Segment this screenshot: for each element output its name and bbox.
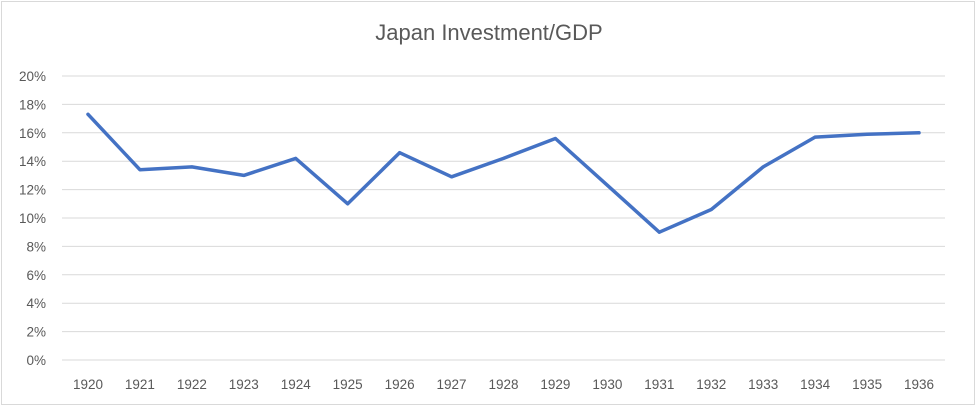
data-point: [86, 112, 90, 116]
y-tick-label: 16%: [19, 126, 46, 141]
y-tick-label: 20%: [19, 69, 46, 84]
chart-title: Japan Investment/GDP: [375, 20, 603, 45]
y-tick-label: 2%: [26, 325, 46, 340]
x-tick-label: 1934: [800, 377, 831, 392]
y-tick-label: 12%: [19, 183, 46, 198]
y-tick-label: 0%: [26, 353, 46, 368]
x-tick-label: 1931: [644, 377, 674, 392]
x-tick-label: 1922: [177, 377, 207, 392]
x-tick-label: 1926: [385, 377, 415, 392]
data-point: [138, 168, 142, 172]
data-point: [294, 156, 298, 160]
data-point: [553, 136, 557, 140]
y-tick-label: 6%: [26, 268, 46, 283]
x-tick-label: 1927: [437, 377, 467, 392]
x-tick-label: 1921: [125, 377, 155, 392]
data-point: [865, 132, 869, 136]
data-point: [605, 183, 609, 187]
y-tick-label: 4%: [26, 296, 46, 311]
data-point: [709, 207, 713, 211]
data-point: [761, 165, 765, 169]
x-tick-label: 1930: [592, 377, 622, 392]
gridlines: [62, 75, 945, 361]
data-point: [242, 173, 246, 177]
data-point: [398, 151, 402, 155]
data-point: [813, 135, 817, 139]
x-tick-label: 1935: [852, 377, 882, 392]
x-tick-label: 1924: [281, 377, 312, 392]
x-tick-label: 1929: [540, 377, 570, 392]
x-tick-label: 1932: [696, 377, 726, 392]
y-tick-label: 18%: [19, 97, 46, 112]
x-tick-label: 1920: [73, 377, 103, 392]
series-line: [86, 112, 921, 234]
data-point: [190, 165, 194, 169]
x-tick-label: 1933: [748, 377, 778, 392]
x-tick-label: 1936: [904, 377, 934, 392]
y-axis-tick-labels: 0% 2% 4% 6% 8% 10% 12% 14% 16% 18% 20%: [19, 69, 46, 368]
data-point: [346, 202, 350, 206]
data-point: [657, 230, 661, 234]
y-tick-label: 8%: [26, 239, 46, 254]
y-tick-label: 14%: [19, 154, 46, 169]
y-tick-label: 10%: [19, 211, 46, 226]
data-point: [917, 131, 921, 135]
x-tick-label: 1923: [229, 377, 259, 392]
x-axis-tick-labels: 1920 1921 1922 1923 1924 1925 1926 1927 1928 1929…: [73, 377, 934, 392]
series-layer: [86, 112, 921, 234]
x-tick-label: 1928: [488, 377, 518, 392]
x-tick-label: 1925: [333, 377, 363, 392]
data-point: [502, 156, 505, 160]
data-point: [450, 175, 454, 179]
